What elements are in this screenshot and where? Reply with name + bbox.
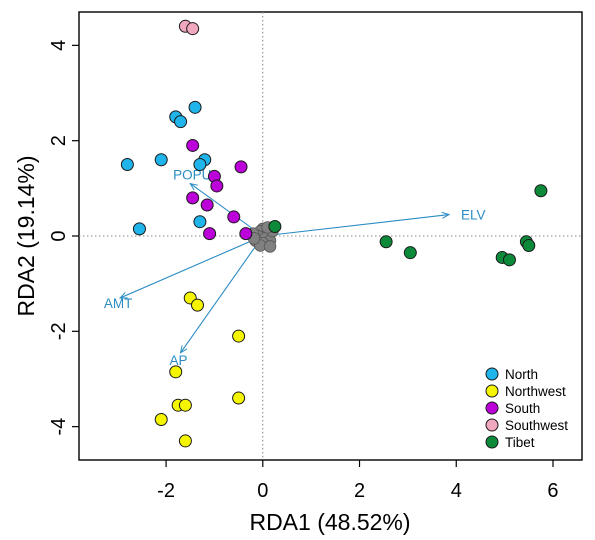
point-north	[132, 222, 146, 236]
arrow-elv	[262, 215, 449, 237]
y-axis-title: RDA2 (19.14%)	[13, 155, 39, 316]
point-tibet	[522, 239, 536, 253]
point-north	[193, 158, 207, 172]
legend-label-south: South	[505, 401, 540, 416]
point-northwest	[232, 391, 246, 405]
y-tick-label: 2	[48, 135, 70, 146]
point-south	[239, 227, 253, 241]
x-tick-label: -2	[157, 480, 175, 502]
y-tick-label: -2	[48, 322, 70, 340]
y-tick-label: -4	[48, 418, 70, 436]
point-tibet	[403, 246, 417, 260]
point-south	[227, 210, 241, 224]
legend-marker-northwest	[485, 384, 499, 398]
point-south	[200, 198, 214, 212]
x-tick-label: 2	[354, 480, 365, 502]
arrow-label-elv: ELV	[461, 208, 486, 223]
arrow-label-ap: AP	[170, 353, 188, 368]
point-northwest	[232, 329, 246, 343]
point-tibet	[534, 184, 548, 198]
point-south	[186, 138, 200, 152]
legend-marker-north	[485, 367, 499, 381]
x-tick-label: 6	[547, 480, 558, 502]
point-north	[193, 215, 207, 229]
legend-label-north: North	[505, 367, 538, 382]
legend-label-tibet: Tibet	[505, 435, 535, 450]
point-northwest	[169, 365, 183, 379]
y-tick-label: 4	[48, 40, 70, 51]
point-south	[210, 179, 224, 193]
point-south	[234, 160, 248, 174]
point-south	[203, 227, 217, 241]
arrows: ELV POPU AMT AP	[104, 168, 486, 368]
point-north	[120, 158, 134, 172]
point-north	[174, 115, 188, 129]
legend: North Northwest South Southwest Tibet	[485, 367, 568, 450]
legend-label-northwest: Northwest	[505, 384, 566, 399]
legend-marker-tibet	[485, 435, 499, 449]
point-northwest	[178, 398, 192, 412]
point-tibet	[502, 253, 516, 267]
point-tibet	[379, 235, 393, 249]
data-points	[120, 19, 548, 448]
point-southwest	[186, 22, 200, 36]
point-north	[188, 100, 202, 114]
gray-point	[263, 240, 277, 253]
point-northwest	[178, 434, 192, 448]
legend-label-southwest: Southwest	[505, 418, 568, 433]
point-northwest	[154, 412, 168, 426]
x-tick-label: 0	[257, 480, 268, 502]
arrow-ap	[181, 235, 264, 353]
point-northwest	[190, 298, 204, 312]
y-axis: -4 -2 0 2 4	[48, 40, 79, 436]
legend-marker-southwest	[485, 418, 499, 432]
point-tibet	[268, 219, 282, 233]
x-axis-title: RDA1 (48.52%)	[249, 509, 410, 535]
legend-marker-south	[485, 401, 499, 415]
gray-points	[246, 221, 279, 253]
point-north	[154, 153, 168, 167]
arrow-label-amt: AMT	[104, 296, 133, 311]
point-south	[186, 191, 200, 205]
x-axis: -2 0 2 4 6	[157, 460, 559, 502]
arrow-amt	[120, 235, 264, 298]
x-tick-label: 4	[451, 480, 462, 502]
y-tick-label: 0	[48, 230, 70, 241]
arrow-label-popu: POPU	[173, 168, 211, 183]
arrow-popu	[190, 184, 264, 237]
